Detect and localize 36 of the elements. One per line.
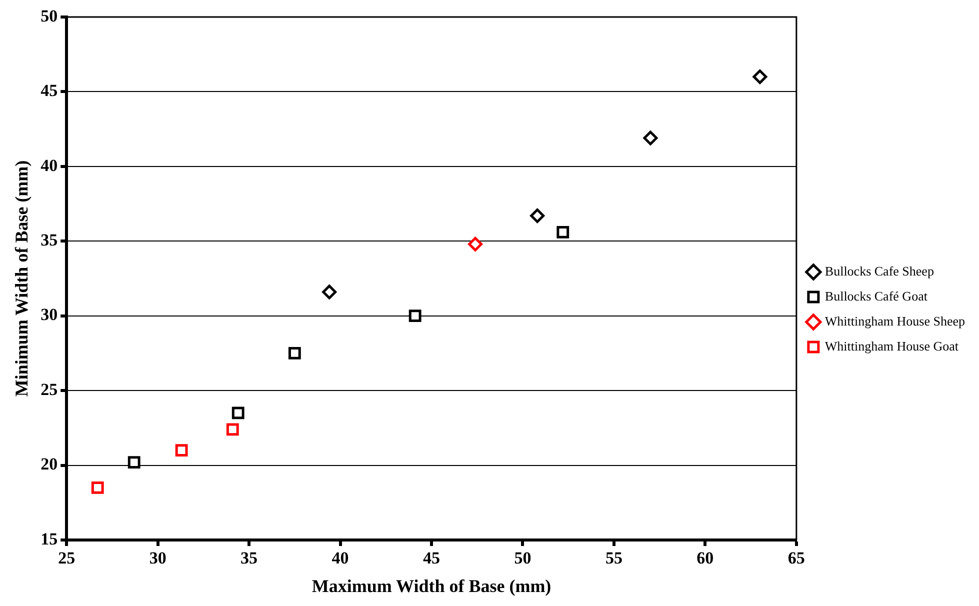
point [128,456,140,468]
x-tick-label: 40 [332,548,349,568]
legend-label: Bullocks Cafe Sheep [824,263,934,278]
y-tick-label: 40 [40,156,58,175]
point [408,310,422,322]
x-tick-label: 25 [58,548,76,568]
x-tick-label: 65 [788,548,805,568]
legend-label: Whittingham House Sheep [824,313,966,328]
legend-label: Whittingham House Goat [824,338,959,354]
y-tick-label: 20 [40,454,58,474]
point [175,444,188,457]
x-tick-label: 35 [240,548,258,568]
point [643,130,658,146]
y-tick-label: 25 [40,380,58,399]
x-tick-label: 55 [605,548,622,568]
y-axis-title: Minimum Width of Base (mm) [11,160,32,397]
point [322,284,337,300]
point [530,208,545,223]
x-tick-label: 30 [149,548,166,568]
point [226,423,239,436]
x-tick-label: 60 [696,548,714,568]
point [232,406,244,420]
point [91,482,104,494]
x-tick-label: 50 [514,548,532,568]
legend-label: Bullocks Café Goat [824,288,928,304]
point [468,236,483,252]
y-tick-label: 15 [40,529,58,548]
x-axis-title: Maximum Width of Base (mm) [312,576,552,596]
x-tick-label: 45 [423,548,440,568]
y-tick-label: 50 [40,6,58,26]
point [752,70,768,84]
y-tick-label: 45 [40,81,58,100]
y-tick-label: 35 [40,230,58,250]
point [288,347,301,360]
y-tick-label: 30 [40,305,58,324]
point [556,226,570,238]
